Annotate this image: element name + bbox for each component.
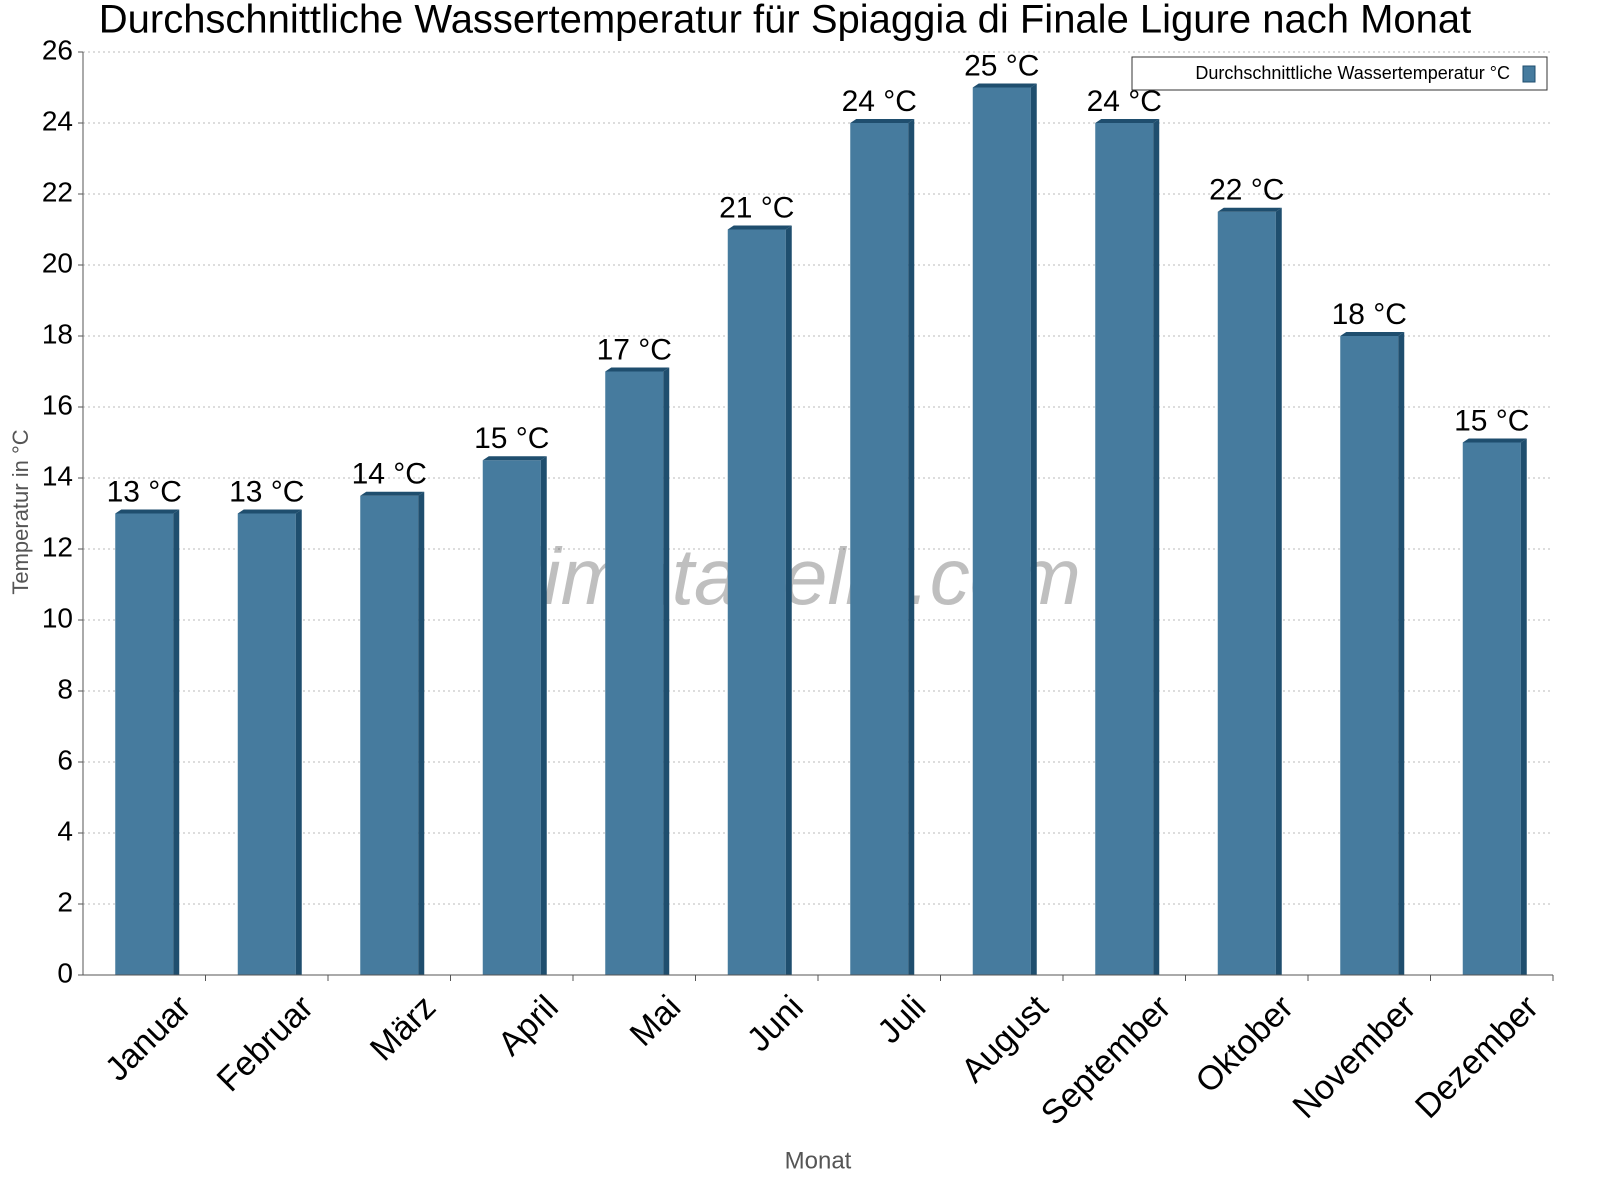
bar-top xyxy=(1340,332,1405,336)
bar xyxy=(972,87,1031,975)
data-label: 24 °C xyxy=(842,85,917,118)
y-axis-label: Temperatur in °C xyxy=(8,429,33,594)
x-tick-label: November xyxy=(1285,988,1423,1126)
y-tick-label: 2 xyxy=(57,886,73,917)
bar xyxy=(1095,123,1154,975)
bar xyxy=(605,371,664,975)
bar-top xyxy=(1217,207,1282,212)
y-tick-label: 18 xyxy=(42,318,73,349)
bar-side xyxy=(1153,119,1160,975)
bar-side xyxy=(1030,83,1037,975)
y-tick-label: 20 xyxy=(42,247,73,278)
x-tick-label: März xyxy=(363,988,443,1068)
bar-side xyxy=(908,119,915,975)
bar-side xyxy=(663,367,670,975)
data-label: 18 °C xyxy=(1332,298,1407,331)
bar-side xyxy=(418,491,425,975)
y-tick-label: 8 xyxy=(57,673,73,704)
y-tick-label: 12 xyxy=(42,531,73,562)
y-tick-label: 0 xyxy=(57,957,73,988)
x-tick-label: Januar xyxy=(98,988,198,1088)
y-tick-label: 14 xyxy=(42,460,73,491)
data-label: 17 °C xyxy=(597,333,672,366)
bar-side xyxy=(1520,438,1527,975)
x-tick-label: Juli xyxy=(870,988,933,1051)
bar-top xyxy=(360,491,425,496)
bar-side xyxy=(173,509,180,975)
legend-swatch xyxy=(1522,65,1536,83)
data-label: 21 °C xyxy=(719,191,794,224)
x-tick-label: September xyxy=(1034,988,1178,1132)
bar-side xyxy=(540,456,547,975)
bar xyxy=(727,229,786,975)
x-tick-label: April xyxy=(491,988,566,1063)
x-tick-label: August xyxy=(954,988,1056,1090)
x-tick-label: Oktober xyxy=(1188,988,1300,1100)
x-tick-label: Dezember xyxy=(1408,988,1546,1126)
y-tick-label: 6 xyxy=(57,744,73,775)
data-label: 25 °C xyxy=(964,49,1039,82)
x-tick-label: Februar xyxy=(210,988,321,1099)
data-label: 13 °C xyxy=(229,475,304,508)
bar xyxy=(1462,442,1521,975)
bar xyxy=(237,513,296,975)
y-tick-label: 4 xyxy=(57,815,73,846)
y-tick-label: 24 xyxy=(42,105,73,136)
bar-side xyxy=(785,225,792,975)
data-label: 22 °C xyxy=(1209,174,1284,207)
data-label: 14 °C xyxy=(352,458,427,491)
bar xyxy=(850,123,909,975)
legend-label: Durchschnittliche Wassertemperatur °C xyxy=(1195,63,1510,83)
bar-top xyxy=(1095,119,1160,123)
bar-top xyxy=(972,83,1037,88)
y-tick-label: 16 xyxy=(42,389,73,420)
bar-top xyxy=(605,367,670,372)
y-tick-label: 10 xyxy=(42,602,73,633)
y-tick-label: 26 xyxy=(42,34,73,65)
bar-top xyxy=(237,509,302,514)
legend-box xyxy=(1131,56,1548,91)
x-tick-label: Mai xyxy=(623,988,689,1054)
bar xyxy=(360,495,419,975)
bar xyxy=(482,460,541,975)
bar-top xyxy=(482,456,547,461)
x-tick-label: Juni xyxy=(740,988,811,1059)
bar-top xyxy=(1462,438,1527,443)
x-axis-label: Monat xyxy=(785,1147,852,1174)
data-label: 15 °C xyxy=(1454,404,1529,437)
bar-side xyxy=(295,509,302,975)
data-label: 15 °C xyxy=(474,422,549,455)
bar-top xyxy=(850,119,915,123)
y-tick-label: 22 xyxy=(42,176,73,207)
bar xyxy=(1217,211,1276,975)
data-label: 13 °C xyxy=(107,475,182,508)
bar xyxy=(1340,336,1399,975)
bar-side xyxy=(1275,207,1282,975)
bar-top xyxy=(115,509,180,514)
bar-side xyxy=(1398,332,1405,975)
chart-title: Durchschnittliche Wassertemperatur für S… xyxy=(99,0,1472,42)
bar-top xyxy=(727,225,792,230)
bar xyxy=(115,513,174,975)
